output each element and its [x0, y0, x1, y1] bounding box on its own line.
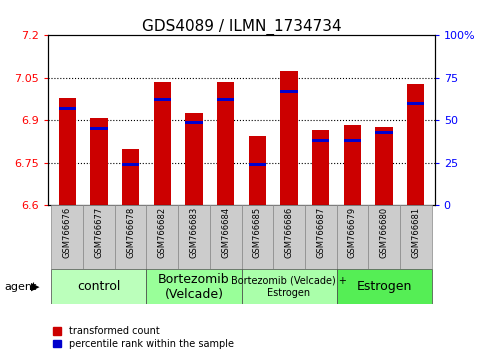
Bar: [273, 205, 305, 269]
Text: control: control: [77, 280, 121, 293]
Bar: [280, 90, 298, 93]
Bar: [210, 205, 242, 269]
Bar: [305, 205, 337, 269]
Bar: [368, 205, 400, 269]
Bar: [178, 205, 210, 269]
Bar: [217, 98, 234, 102]
Text: GSM766687: GSM766687: [316, 207, 325, 258]
Bar: [280, 71, 298, 205]
Bar: [52, 269, 146, 304]
Bar: [154, 98, 171, 102]
Bar: [400, 205, 431, 269]
Bar: [375, 127, 393, 205]
Text: Bortezomib (Velcade) +
Estrogen: Bortezomib (Velcade) + Estrogen: [231, 276, 347, 298]
Bar: [343, 139, 361, 142]
Bar: [90, 127, 108, 130]
Text: GSM766681: GSM766681: [411, 207, 420, 258]
Bar: [242, 269, 337, 304]
Text: GSM766684: GSM766684: [221, 207, 230, 258]
Bar: [249, 163, 266, 166]
Bar: [58, 98, 76, 205]
Bar: [375, 131, 393, 134]
Bar: [154, 82, 171, 205]
Bar: [83, 205, 115, 269]
Text: GSM766682: GSM766682: [158, 207, 167, 258]
Text: Bortezomib
(Velcade): Bortezomib (Velcade): [158, 273, 230, 301]
Bar: [337, 269, 431, 304]
Bar: [343, 125, 361, 205]
Bar: [58, 107, 76, 110]
Bar: [52, 205, 83, 269]
Text: GSM766679: GSM766679: [348, 207, 357, 258]
Bar: [146, 205, 178, 269]
Text: GSM766686: GSM766686: [284, 207, 294, 258]
Text: GSM766678: GSM766678: [126, 207, 135, 258]
Text: GSM766676: GSM766676: [63, 207, 72, 258]
Bar: [407, 102, 425, 105]
Bar: [312, 130, 329, 205]
Text: GSM766680: GSM766680: [380, 207, 388, 258]
Bar: [122, 149, 140, 205]
Bar: [115, 205, 146, 269]
Legend: transformed count, percentile rank within the sample: transformed count, percentile rank withi…: [53, 326, 234, 349]
Bar: [249, 136, 266, 205]
Bar: [407, 84, 425, 205]
Bar: [185, 120, 203, 124]
Text: ▶: ▶: [31, 282, 40, 292]
Text: GSM766677: GSM766677: [95, 207, 103, 258]
Bar: [90, 118, 108, 205]
Bar: [122, 163, 140, 166]
Title: GDS4089 / ILMN_1734734: GDS4089 / ILMN_1734734: [142, 19, 341, 35]
Text: agent: agent: [5, 282, 37, 292]
Bar: [146, 269, 242, 304]
Bar: [337, 205, 368, 269]
Bar: [312, 139, 329, 142]
Text: Estrogen: Estrogen: [356, 280, 412, 293]
Text: GSM766683: GSM766683: [189, 207, 199, 258]
Bar: [185, 113, 203, 205]
Bar: [242, 205, 273, 269]
Text: GSM766685: GSM766685: [253, 207, 262, 258]
Bar: [217, 82, 234, 205]
